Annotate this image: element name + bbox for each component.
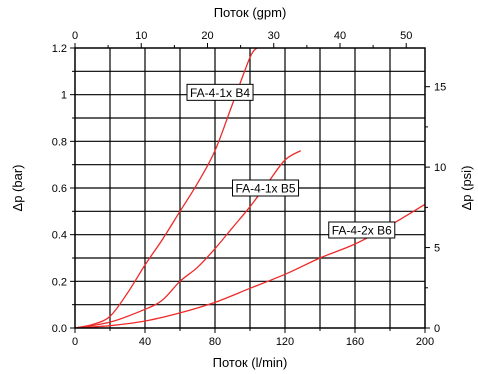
- y-tick-label-left: 1.2: [52, 43, 67, 55]
- x-tick-label-bottom: 80: [209, 336, 221, 348]
- x-tick-label-bottom: 0: [72, 336, 78, 348]
- y-axis-title-right: Δp (psi): [459, 166, 474, 211]
- y-tick-label-left: 0.6: [52, 183, 67, 195]
- annotation-text: FA-4-2x B6: [332, 224, 392, 238]
- y-tick-label-right: 0: [434, 323, 440, 335]
- y-tick-label-left: 0.4: [52, 230, 67, 242]
- annotation-fa-4-1x-b4: FA-4-1x B4: [186, 83, 254, 101]
- x-tick-label-top: 20: [201, 30, 213, 42]
- y-tick-label-right: 10: [434, 162, 446, 174]
- ticks: 0 40 80 120 160 200 0.0 0.2 0.4 0.6 0.8 1 1.2 0 10 20 30…: [52, 30, 447, 348]
- x-tick-label-top: 50: [400, 30, 412, 42]
- x-tick-label-bottom: 120: [276, 336, 294, 348]
- y-axis-title-left: Δp (bar): [10, 165, 25, 212]
- y-tick-label-left: 1: [61, 90, 67, 102]
- x-tick-label-top: 10: [135, 30, 147, 42]
- y-tick-label-left: 0.8: [52, 136, 67, 148]
- x-tick-label-top: 0: [72, 30, 78, 42]
- y-tick-label-right: 5: [434, 243, 440, 255]
- annotation-box: [232, 179, 300, 197]
- series-line-fa-4-2x-b6: [75, 203, 425, 328]
- x-tick-label-top: 40: [334, 30, 346, 42]
- x-tick-label-top: 30: [268, 30, 280, 42]
- annotation-text: FA-4-1x B5: [236, 182, 296, 196]
- annotation-text: FA-4-1x B4: [190, 86, 250, 100]
- x-tick-label-bottom: 200: [416, 336, 434, 348]
- annotation-fa-4-2x-b6: FA-4-2x B6: [328, 221, 396, 239]
- y-tick-label-left: 0.0: [52, 323, 67, 335]
- x-tick-label-bottom: 160: [346, 336, 364, 348]
- annotation-box: [328, 221, 396, 239]
- x-axis-title-top: Поток (gpm): [214, 5, 287, 20]
- annotation-fa-4-1x-b5: FA-4-1x B5: [232, 179, 300, 197]
- x-axis-title-bottom: Поток (l/min): [213, 355, 288, 370]
- x-tick-label-bottom: 40: [139, 336, 151, 348]
- y-tick-label-right: 15: [434, 82, 446, 94]
- annotations: FA-4-1x B4 FA-4-1x B5 FA-4-2x B6: [186, 83, 396, 239]
- annotation-box: [186, 83, 254, 101]
- series-line-fa-4-1x-b5: [75, 150, 302, 328]
- y-tick-label-left: 0.2: [52, 276, 67, 288]
